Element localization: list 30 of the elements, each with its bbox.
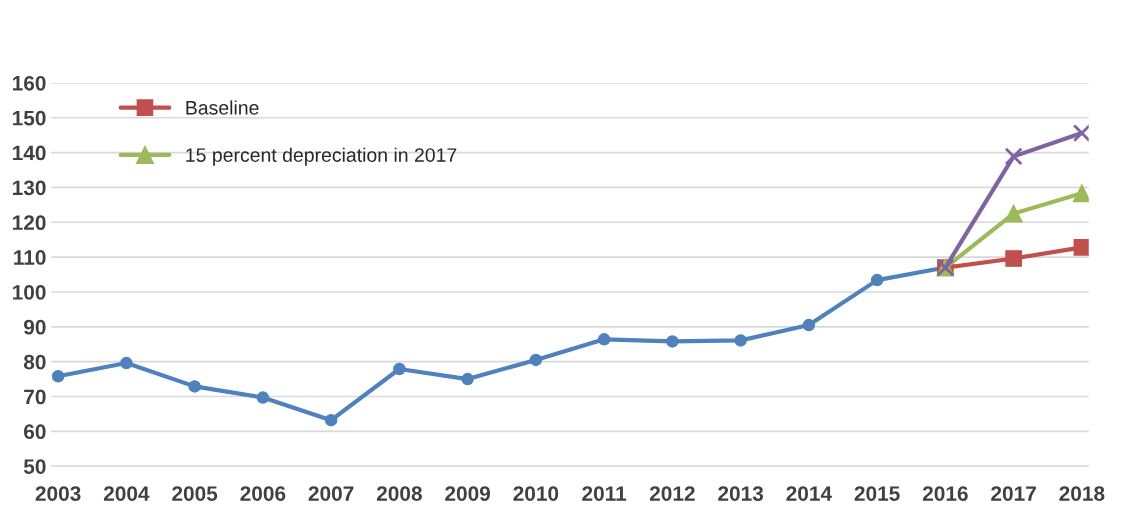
x-tick-label: 2017 — [991, 486, 1036, 501]
x-tick-label: 2003 — [35, 486, 81, 501]
x-tick-label: 2004 — [103, 486, 150, 501]
y-tick-label: 130 — [12, 180, 46, 196]
y-tick-label: 140 — [12, 145, 46, 161]
x-tick-label: 2018 — [1059, 486, 1105, 501]
y-tick-label: 120 — [12, 215, 46, 231]
y-tick-label: 90 — [23, 319, 46, 335]
x-tick-label: 2013 — [718, 486, 764, 501]
x-tick-label: 2016 — [922, 486, 968, 501]
x-tick-label: 2005 — [172, 486, 218, 501]
y-tick-label: 70 — [24, 389, 46, 405]
legend-label: Baseline — [186, 100, 259, 115]
x-tick-label: 2006 — [240, 486, 286, 501]
x-tick-label: 2012 — [649, 486, 695, 501]
x-tick-label: 2015 — [854, 486, 900, 501]
y-tick-label: 100 — [12, 284, 46, 300]
y-tick-label: 60 — [24, 424, 46, 440]
y-tick-label: 50 — [23, 459, 46, 474]
y-tick-label: 150 — [12, 110, 46, 126]
x-tick-label: 2011 — [582, 486, 627, 501]
legend-label: 15 percent depreciation in 2017 — [186, 147, 457, 166]
x-tick-label: 2014 — [786, 486, 832, 501]
x-tick-label: 2008 — [376, 486, 422, 501]
x-tick-label: 2009 — [445, 486, 491, 501]
x-tick-label: 2007 — [308, 486, 354, 501]
y-tick-label: 160 — [12, 75, 46, 91]
y-tick-label: 110 — [14, 250, 46, 265]
y-tick-label: 80 — [23, 354, 46, 370]
x-tick-label: 2010 — [513, 486, 559, 501]
